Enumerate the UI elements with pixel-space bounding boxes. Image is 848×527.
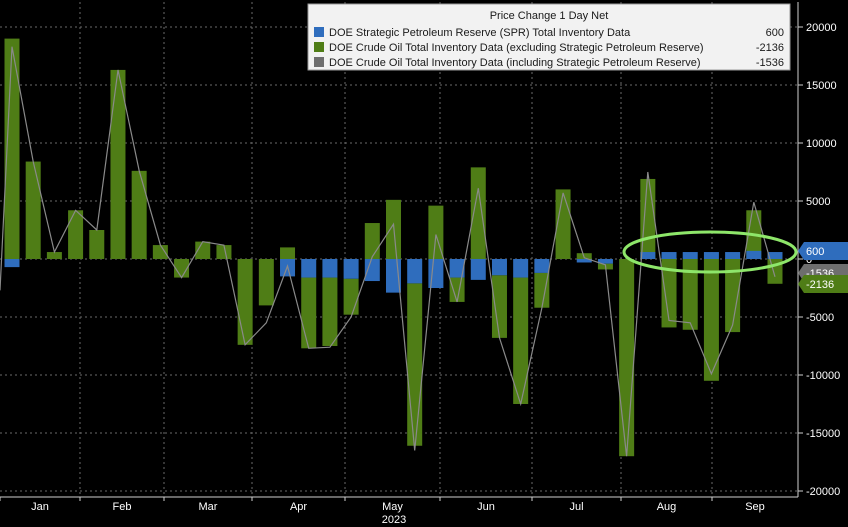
legend-value: -1536 [756, 57, 784, 69]
crude-bar [491, 275, 507, 338]
crude-bar [470, 167, 486, 259]
spr-bar [661, 252, 677, 259]
spr-bar [322, 259, 338, 278]
spr-bar [746, 250, 762, 259]
legend-label: DOE Strategic Petroleum Reserve (SPR) To… [329, 27, 631, 39]
x-tick-label: Sep [745, 501, 765, 513]
crude-bar [4, 38, 20, 259]
crude-bar [258, 259, 274, 306]
crude-bar [68, 210, 84, 259]
legend-swatch [314, 27, 324, 37]
spr-bar [597, 259, 613, 264]
y-tick-label: -20000 [806, 486, 840, 498]
spr-bar [428, 259, 444, 288]
y-tick-label: -10000 [806, 370, 840, 382]
y-tick-label: -5000 [806, 312, 834, 324]
x-tick-label: Feb [113, 501, 132, 513]
y-tick-label: -15000 [806, 428, 840, 440]
spr-bar [513, 259, 529, 278]
spr-bar [343, 259, 359, 279]
spr-bar [364, 259, 380, 282]
legend-value: -2136 [756, 42, 784, 54]
y-tick-label: 5000 [806, 196, 830, 208]
spr-bar [534, 259, 550, 273]
crude-bar [280, 247, 296, 259]
crude-bar [343, 278, 359, 315]
spr-bar [767, 252, 783, 259]
x-tick-label: Jul [569, 501, 583, 513]
crude-bar [110, 69, 126, 259]
total-inventory-line [0, 46, 776, 457]
spr-bar [491, 259, 507, 276]
crude-bar [407, 283, 423, 446]
crude-bar [682, 259, 698, 330]
spr-bar [640, 252, 656, 259]
line-layer [0, 46, 776, 457]
legend-swatch [314, 42, 324, 52]
spr-bar [703, 252, 719, 259]
crude-bar [703, 259, 719, 381]
legend-label: DOE Crude Oil Total Inventory Data (excl… [329, 42, 704, 54]
crude-bar [534, 272, 550, 308]
legend-label: DOE Crude Oil Total Inventory Data (incl… [329, 57, 701, 69]
last-value-tag [798, 275, 848, 293]
crude-bar [725, 259, 741, 333]
spr-bar [4, 259, 20, 268]
crude-bar [513, 277, 529, 404]
x-tick-label: Mar [199, 501, 218, 513]
crude-bar [619, 259, 635, 457]
crude-bar [237, 259, 253, 345]
crude-bar [216, 245, 232, 259]
last-value-tag-label: 600 [806, 246, 824, 258]
crude-bar [131, 170, 147, 259]
legend-box [307, 3, 791, 71]
y-tick-label: 15000 [806, 80, 837, 92]
crude-bar [661, 259, 677, 328]
year-label: 2023 [382, 514, 406, 526]
crude-bar [152, 245, 168, 259]
crude-bar [89, 230, 105, 259]
crude-bar [195, 241, 211, 259]
crude-bar [25, 161, 41, 259]
crude-bar [301, 277, 317, 349]
x-tick-label: May [382, 501, 403, 513]
x-tick-label: Apr [290, 501, 307, 513]
y-tick-label: 10000 [806, 138, 837, 150]
legend-value: 600 [766, 27, 784, 39]
x-tick-label: Jun [477, 501, 495, 513]
spr-bar [407, 259, 423, 284]
last-value-tag [798, 242, 848, 260]
spr-bar [449, 259, 465, 278]
crude-bar [174, 259, 190, 278]
x-tick-label: Aug [657, 501, 677, 513]
crude-bar [364, 223, 380, 259]
chart-title: Price Change 1 Day Net [490, 10, 609, 22]
crude-bar [449, 277, 465, 302]
highlight-layer [622, 230, 798, 274]
spr-bar [470, 259, 486, 280]
y-tick-label: 20000 [806, 22, 837, 34]
spr-bar [725, 252, 741, 259]
legend-swatch [314, 57, 324, 67]
highlight-ellipse [622, 230, 798, 274]
spr-bar [682, 252, 698, 259]
crude-bar [555, 189, 571, 259]
spr-bar [576, 259, 592, 263]
crude-bar [322, 277, 338, 346]
x-tick-label: Jan [31, 501, 49, 513]
spr-bar [301, 259, 317, 278]
last-value-tag-label: -2136 [806, 279, 834, 291]
crude-bar [46, 252, 62, 259]
legend: Price Change 1 Day Net DOE Strategic Pet… [307, 3, 791, 71]
